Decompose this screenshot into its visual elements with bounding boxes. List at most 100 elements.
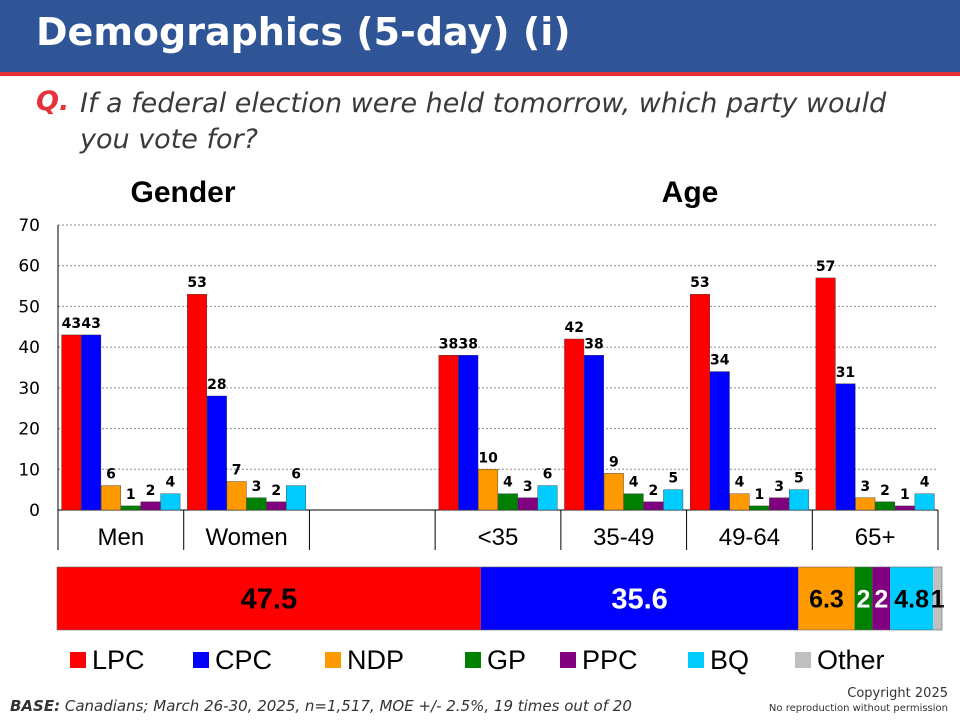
legend-swatch-ndp — [325, 652, 341, 668]
bar-bq — [788, 489, 809, 511]
bar-ndp — [855, 497, 876, 511]
bar-ndp — [101, 485, 121, 511]
data-label: 1 — [900, 487, 910, 503]
question-text: If a federal election were held tomorrow… — [80, 88, 887, 155]
x-tick-label: Women — [205, 524, 287, 551]
data-label: 1 — [754, 487, 764, 503]
stacked-segment-other — [933, 567, 942, 630]
base-label: BASE: — [10, 697, 61, 715]
bar-ppc — [894, 505, 915, 511]
data-label: 57 — [816, 259, 835, 275]
data-label: 3 — [523, 479, 533, 495]
y-tick-label: 60 — [18, 257, 40, 277]
bar-ndp — [226, 481, 247, 511]
base-text: Canadians; March 26-30, 2025, n=1,517, M… — [60, 697, 632, 715]
stacked-segment-gp — [854, 567, 873, 630]
bar-lpc — [187, 294, 208, 511]
bar-ndp — [603, 473, 624, 511]
data-label: 2 — [146, 483, 156, 499]
group-label-gender: Gender — [130, 176, 235, 209]
data-label: 6 — [543, 467, 553, 483]
legend-label-cpc: CPC — [215, 645, 272, 675]
title-underline — [0, 72, 960, 76]
bar-ndp — [729, 493, 750, 511]
legend-label-ndp: NDP — [347, 645, 404, 675]
data-label: 1 — [126, 487, 136, 503]
data-label: 28 — [207, 377, 226, 393]
data-label: 6 — [291, 467, 301, 483]
group-label-age: Age — [662, 176, 719, 209]
data-label: 3 — [252, 479, 262, 495]
stacked-label-gp: 2 — [857, 586, 871, 614]
data-label: 7 — [232, 463, 242, 479]
y-tick-label: 50 — [18, 297, 40, 317]
copyright-notice: No reproduction without permission — [768, 703, 948, 714]
x-tick-label: 65+ — [855, 524, 896, 551]
bar-gp — [120, 505, 141, 511]
bar-bq — [286, 485, 307, 511]
stacked-label-lpc: 47.5 — [241, 584, 297, 616]
title-banner: Demographics (5-day) (i) — [0, 0, 960, 72]
stacked-segment-ndp — [798, 567, 855, 630]
data-label: 3 — [860, 479, 870, 495]
bar-lpc — [815, 277, 836, 511]
data-label: 38 — [584, 336, 603, 352]
stacked-label-bq: 4.8 — [894, 586, 929, 614]
bar-ppc — [140, 501, 161, 511]
bar-lpc — [61, 334, 82, 511]
legend-swatch-ppc — [560, 652, 576, 668]
bar-bq — [160, 493, 181, 511]
legend-label-bq: BQ — [710, 645, 749, 675]
bar-ppc — [266, 501, 287, 511]
bar-ndp — [478, 469, 499, 511]
bar-gp — [875, 501, 895, 511]
x-tick-label: <35 — [478, 524, 519, 551]
data-label: 5 — [794, 471, 804, 487]
data-label: 43 — [62, 316, 81, 332]
stacked-label-ndp: 6.3 — [809, 586, 844, 614]
legend-label-gp: GP — [487, 645, 526, 675]
data-label: 4 — [165, 475, 175, 491]
bar-lpc — [689, 294, 710, 511]
data-label: 6 — [106, 467, 116, 483]
bar-cpc — [81, 334, 102, 511]
legend-swatch-bq — [688, 652, 704, 668]
data-label: 2 — [880, 483, 890, 499]
stacked-label-cpc: 35.6 — [611, 584, 667, 616]
copyright: Copyright 2025 — [847, 686, 948, 701]
data-label: 2 — [271, 483, 281, 499]
y-tick-label: 10 — [18, 460, 40, 480]
bar-cpc — [835, 383, 856, 511]
bar-cpc — [709, 371, 730, 511]
data-label: 5 — [668, 471, 678, 487]
legend-label-ppc: PPC — [582, 645, 638, 675]
y-tick-label: 0 — [29, 501, 40, 521]
y-tick-label: 70 — [18, 216, 40, 236]
bar-lpc — [564, 338, 585, 511]
question-label: Q. — [36, 86, 70, 117]
legend-label-lpc: LPC — [92, 645, 145, 675]
legend-label-other: Other — [817, 645, 885, 675]
bar-bq — [663, 489, 684, 511]
bar-gp — [749, 505, 770, 511]
bar-cpc — [206, 395, 227, 511]
legend-swatch-cpc — [193, 652, 209, 668]
stacked-segment-cpc — [480, 567, 799, 630]
y-tick-label: 30 — [18, 379, 40, 399]
data-label: 43 — [81, 316, 100, 332]
bar-ppc — [769, 497, 790, 511]
stacked-label-other: 1 — [931, 586, 945, 614]
legend-swatch-other — [795, 652, 811, 668]
stacked-segment-ppc — [872, 567, 891, 630]
stacked-label-ppc: 2 — [874, 586, 888, 614]
bar-lpc — [438, 355, 459, 511]
legend-swatch-gp — [465, 652, 481, 668]
stacked-segment-lpc — [57, 567, 481, 630]
data-label: 53 — [187, 275, 206, 291]
data-label: 34 — [710, 353, 730, 369]
bar-gp — [623, 493, 644, 511]
data-label: 38 — [439, 336, 458, 352]
bar-ppc — [643, 501, 664, 511]
vote-intention-chart: 0 10 20 30 40 50 60 70 Men Women <35 35-49 49-64 65+ G… — [18, 176, 945, 675]
x-tick-label: Men — [98, 524, 145, 551]
